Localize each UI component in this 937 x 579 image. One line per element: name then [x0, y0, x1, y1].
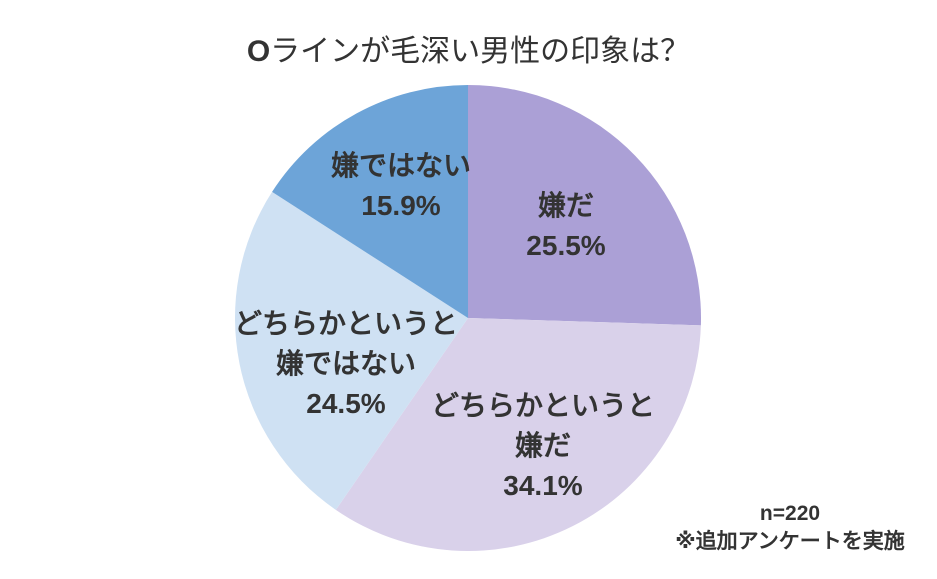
pie-svg — [234, 85, 701, 551]
slice-label-pct: 24.5% — [306, 388, 386, 419]
slice-label-text: 嫌だ — [514, 430, 572, 461]
slice-label-pct: 34.1% — [503, 470, 583, 501]
footnote-sample-size: n=220 — [759, 502, 821, 525]
page-title-text: ラインが毛深い男性の印象は？ — [270, 35, 691, 68]
footnote: n=220 ※追加アンケートを実施 — [658, 500, 922, 556]
footnote-survey-note: ※追加アンケートを実施 — [675, 530, 905, 553]
slice-label-pct: 25.5% — [526, 230, 606, 261]
page-title-bold-prefix: O — [246, 35, 271, 68]
page-title: Oラインが毛深い男性の印象は？ — [0, 26, 937, 70]
slice-label-text: 嫌ではない — [330, 150, 472, 181]
pie-slice — [335, 318, 701, 551]
slice-label-text: どちらかというと — [233, 308, 459, 339]
pie-slice — [272, 85, 468, 318]
pie-chart — [234, 85, 701, 551]
slice-label-dochiraka-iyada: どちらかというと 嫌だ 34.1% — [431, 386, 655, 506]
slice-label-text: どちらかというと — [430, 390, 656, 421]
slice-label-dochiraka-iyadehanai: どちらかというと 嫌ではない 24.5% — [234, 304, 458, 424]
slice-label-pct: 15.9% — [361, 190, 441, 221]
pie-slice — [234, 191, 468, 510]
slice-label-text: 嫌だ — [537, 190, 594, 221]
slice-label-text: 嫌ではない — [275, 348, 417, 379]
slice-label-iyada: 嫌だ 25.5% — [526, 186, 605, 266]
slice-label-iyadehanai: 嫌ではない 15.9% — [331, 146, 471, 226]
pie-slice — [468, 85, 701, 326]
